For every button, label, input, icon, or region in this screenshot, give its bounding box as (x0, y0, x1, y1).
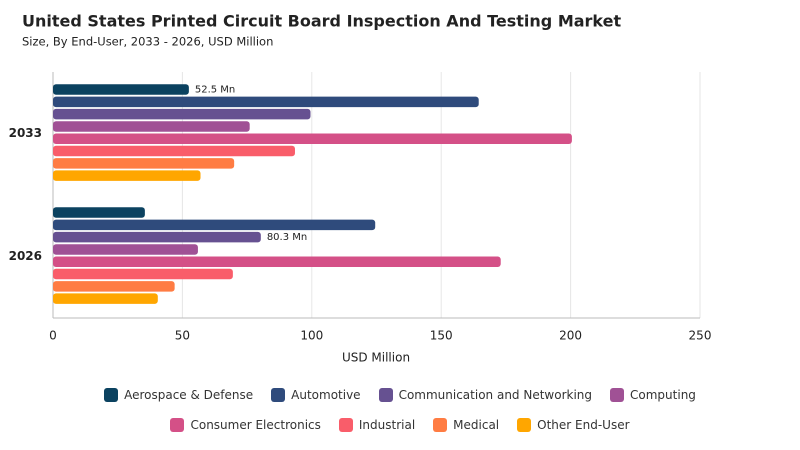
legend-swatch (610, 388, 625, 402)
bar (53, 84, 189, 95)
legend-label: Other End-User (537, 418, 630, 432)
legend-item[interactable]: Consumer Electronics (170, 418, 321, 432)
bar (53, 231, 261, 243)
legend-label: Automotive (291, 388, 361, 402)
x-tick-label: 200 (559, 329, 582, 343)
y-tick-label: 2033 (9, 126, 42, 140)
legend-item[interactable]: Aerospace & Defense (104, 388, 253, 402)
y-tick-label: 2026 (9, 249, 42, 263)
bar (53, 108, 311, 120)
value-label: 80.3 Mn (267, 232, 307, 243)
legend-swatch (104, 388, 119, 402)
legend-item[interactable]: Automotive (271, 388, 361, 402)
x-tick-label: 0 (49, 329, 57, 343)
legend-label: Aerospace & Defense (124, 388, 254, 402)
legend-swatch (378, 388, 393, 402)
legend-label: Industrial (358, 418, 416, 432)
bar (53, 219, 376, 231)
chart-subtitle: Size, By End-User, 2033 - 2026, USD Mill… (22, 35, 273, 49)
legend-label: Computing (630, 388, 696, 402)
legend-row: Aerospace & Defense Automotive Communicati… (0, 380, 800, 410)
legend-label: Medical (453, 418, 500, 432)
bar (53, 256, 501, 267)
bar (53, 158, 235, 169)
legend-swatch (433, 418, 448, 432)
x-tick-label: 150 (430, 329, 453, 343)
x-axis-title: USD Million (342, 351, 410, 365)
legend: Aerospace & Defense Automotive Communicati… (0, 380, 800, 440)
legend-item[interactable]: Other End-User (517, 418, 630, 432)
legend-swatch (170, 418, 185, 432)
x-tick-label: 100 (300, 329, 323, 343)
bar (53, 207, 145, 218)
legend-row: Consumer Electronics Industrial Medical Oth… (0, 410, 800, 440)
bar (53, 244, 198, 255)
value-label: 52.5 Mn (195, 85, 235, 96)
chart-title: United States Printed Circuit Board Insp… (22, 12, 621, 31)
bar (53, 145, 295, 157)
legend-label: Communication and Networking (398, 388, 593, 402)
bar (53, 293, 158, 304)
legend-item[interactable]: Communication and Networking (378, 388, 593, 402)
chart: United States Printed Circuit Board Insp… (9, 12, 712, 365)
legend-swatch (517, 418, 532, 432)
bar (53, 281, 175, 292)
legend-label: Consumer Electronics (190, 418, 321, 432)
x-tick-label: 50 (175, 329, 190, 343)
legend-swatch (271, 388, 286, 402)
bar (53, 133, 572, 144)
bar (53, 121, 250, 132)
bar (53, 268, 233, 280)
legend-item[interactable]: Medical (433, 418, 499, 432)
legend-item[interactable]: Industrial (338, 418, 416, 432)
x-tick-label: 250 (689, 329, 712, 343)
legend-item[interactable]: Computing (610, 388, 696, 402)
legend-swatch (338, 418, 353, 432)
bar (53, 96, 479, 108)
bar (53, 170, 201, 181)
